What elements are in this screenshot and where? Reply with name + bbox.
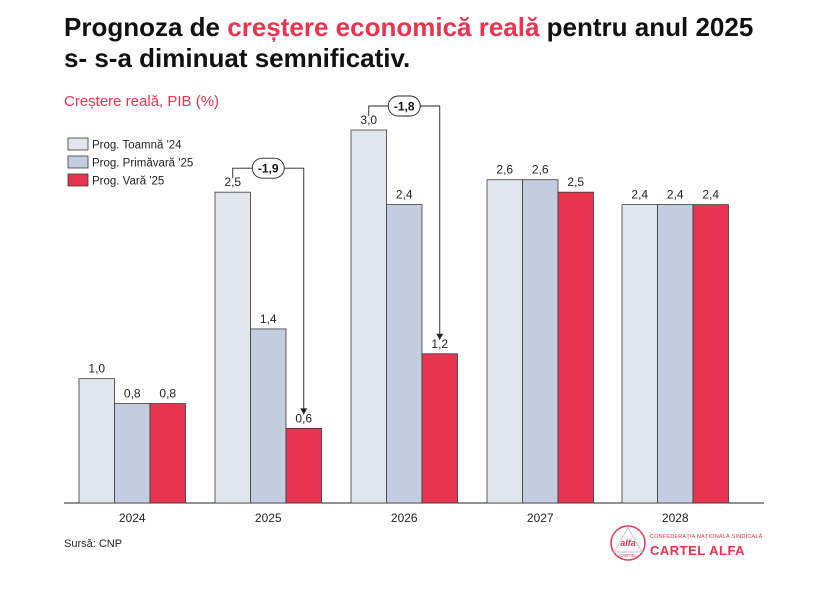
annotation-arrow-2026 [436,333,444,340]
chart-subtitle: Creștere reală, PIB (%) [64,93,220,110]
bar-2025-s2 [285,427,322,504]
x-tick-label-2026: 2026 [391,511,418,525]
data-label-2024-s0: 1,0 [88,362,105,376]
logo-small-text: CONFEDERAȚIA NAȚIONALĂ SINDICALĂ [650,534,763,540]
bar-2027-s2 [557,191,594,504]
annotation-arrow-2025 [300,408,308,415]
bar-2027-s1 [522,179,559,504]
title-part1: Prognoza de [64,12,228,42]
annotation-label-2025: -1,9 [258,162,279,176]
x-tick-label-2025: 2025 [255,511,282,525]
data-label-2028-s2: 2,4 [702,188,719,202]
legend-swatch-2 [67,173,89,187]
data-label-2026-s0: 3,0 [360,113,377,127]
bar-2024-s2 [149,403,186,504]
data-label-2027-s2: 2,5 [567,175,584,189]
annotation-pill-2026 [387,95,421,117]
data-label-2025-s1: 1,4 [260,312,277,326]
annotation-pill-2025 [251,157,285,179]
logo-emblem-icon: alfa CARTEL [610,525,646,561]
x-tick-label-2027: 2027 [527,511,554,525]
logo-name: CARTEL ALFA [650,543,746,558]
bar-2028-s2 [692,204,729,504]
data-label-2024-s2: 0,8 [159,387,176,401]
logo-emblem-top: alfa [620,538,636,548]
data-label-2028-s1: 2,4 [667,188,684,202]
bar-2024-s1 [114,403,151,504]
bar-2026-s0 [350,129,387,504]
title-part2: pentru anul 2025 s- s-a diminuat semnifi… [64,12,754,73]
bar-2024-s0 [78,378,115,504]
annotation-label-2026: -1,8 [394,100,415,114]
data-label-2027-s1: 2,6 [532,163,549,177]
data-label-2024-s1: 0,8 [124,387,141,401]
bar-2027-s0 [486,179,523,504]
title-highlight: creștere economică reală [227,12,540,42]
legend-swatch-0 [67,137,89,151]
bar-2026-s1 [386,204,423,504]
bar-2025-s0 [214,191,251,504]
legend-label-0: Prog. Toamnă '24 [92,140,182,152]
source-note: Sursă: CNP [64,538,123,550]
cartel-alfa-logo: alfa CARTEL CONFEDERAȚIA NAȚIONALĂ SINDI… [608,522,778,564]
bar-2028-s0 [621,204,658,504]
data-label-2026-s2: 1,2 [431,337,448,351]
data-label-2027-s0: 2,6 [496,163,513,177]
data-label-2025-s2: 0,6 [295,411,312,425]
logo-emblem-bottom: CARTEL [619,553,637,558]
x-tick-label-2024: 2024 [119,511,146,525]
bar-2028-s1 [657,204,694,504]
legend-label-1: Prog. Primăvară '25 [92,158,193,170]
chart-title: Prognoza de creștere economică reală pen… [64,12,764,74]
data-label-2028-s0: 2,4 [631,188,648,202]
legend-swatch-1 [67,155,89,169]
bar-2026-s2 [421,353,458,504]
legend-label-2: Prog. Vară '25 [92,176,164,188]
x-tick-label-2028: 2028 [662,511,689,525]
data-label-2026-s1: 2,4 [396,188,413,202]
bar-2025-s1 [250,328,287,504]
data-label-2025-s0: 2,5 [224,175,241,189]
